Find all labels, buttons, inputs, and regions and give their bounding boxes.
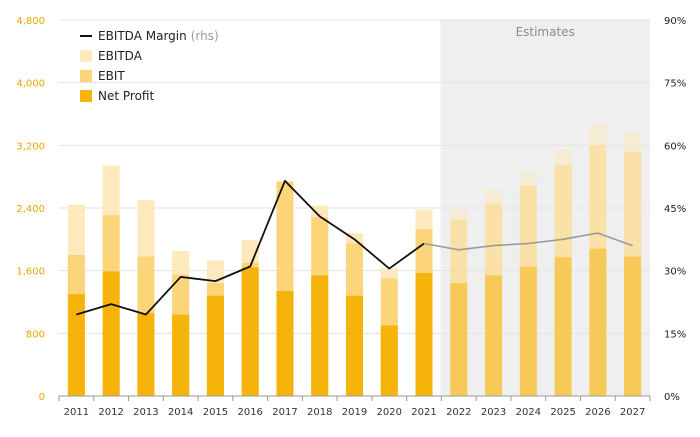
bar-net-profit — [241, 267, 259, 396]
x-axis-tick-label: 2024 — [516, 407, 541, 418]
right-axis-tick-label: 60% — [664, 141, 686, 152]
bar-net-profit — [346, 295, 363, 396]
x-axis-tick-label: 2016 — [237, 407, 262, 418]
x-axis-tick-label: 2026 — [585, 407, 610, 418]
bar-net-profit — [450, 283, 468, 396]
legend-label-rhs: (rhs) — [191, 29, 219, 43]
bar-net-profit — [67, 294, 85, 396]
bar-net-profit — [485, 275, 503, 396]
legend-swatch-ebit — [80, 70, 92, 82]
bar-net-profit — [276, 291, 294, 396]
x-axis-tick-label: 2025 — [550, 407, 575, 418]
ebitda-margin-line — [76, 179, 425, 316]
x-axis-tick-label: 2019 — [342, 407, 367, 418]
ebitda-margin-line-estimates — [423, 232, 633, 251]
estimates-label: Estimates — [516, 25, 575, 39]
left-axis-tick-label: 4,800 — [16, 16, 45, 27]
left-axis-tick-label: 3,200 — [16, 141, 45, 152]
right-axis-tick-label: 90% — [664, 16, 686, 27]
bar-net-profit — [624, 256, 642, 396]
x-axis-tick-label: 2014 — [168, 407, 193, 418]
x-axis-tick-label: 2022 — [446, 407, 471, 418]
right-axis-tick-label: 75% — [664, 79, 686, 90]
left-axis-tick-label: 2,400 — [16, 204, 45, 215]
legend-label-ebitda: EBITDA — [98, 49, 143, 63]
left-axis-tick-label: 1,600 — [16, 267, 45, 278]
left-axis-tick-label: 0 — [39, 392, 45, 403]
x-axis-tick-label: 2017 — [272, 407, 297, 418]
x-axis-tick-label: 2015 — [203, 407, 228, 418]
bar-net-profit — [102, 271, 120, 396]
x-axis-tick-label: 2027 — [620, 407, 645, 418]
legend-label-ebitda-margin-name: EBITDA Margin — [98, 29, 187, 43]
left-axis-tick-label: 4,000 — [16, 79, 45, 90]
legend-swatch-ebitda — [80, 50, 92, 62]
legend-label-net-profit: Net Profit — [98, 89, 154, 103]
bar-net-profit — [172, 314, 190, 396]
x-axis-tick-label: 2012 — [98, 407, 123, 418]
right-axis-tick-label: 45% — [664, 204, 686, 215]
bar-net-profit — [206, 295, 224, 396]
x-axis-tick-label: 2018 — [307, 407, 332, 418]
right-axis-tick-label: 0% — [664, 392, 680, 403]
bar-net-profit — [415, 273, 433, 396]
right-axis-tick-label: 15% — [664, 329, 686, 340]
bar-net-profit — [137, 312, 155, 396]
bar-net-profit — [519, 266, 537, 396]
legend-label-ebitda-margin: EBITDA Margin (rhs) — [98, 29, 219, 43]
right-axis-tick-label: 30% — [664, 267, 686, 278]
legend-label-ebit: EBIT — [98, 69, 125, 83]
x-axis-tick-label: 2011 — [64, 407, 89, 418]
x-axis-tick-label: 2021 — [411, 407, 436, 418]
bar-net-profit — [554, 257, 572, 396]
x-axis-tick-label: 2013 — [133, 407, 158, 418]
bar-net-profit — [380, 325, 398, 396]
legend-swatch-net-profit — [80, 90, 92, 102]
bar-net-profit — [311, 275, 329, 396]
left-axis-tick-label: 800 — [26, 329, 45, 340]
bar-net-profit — [589, 248, 607, 396]
x-axis-tick-label: 2023 — [481, 407, 506, 418]
x-axis-tick-label: 2020 — [377, 407, 402, 418]
